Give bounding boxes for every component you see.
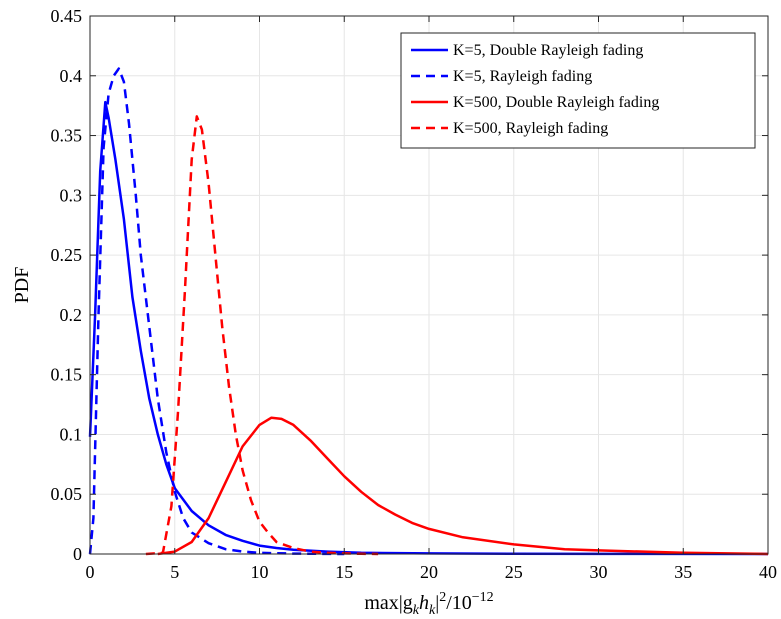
ticks — [89, 15, 769, 555]
x-tick-label: 0 — [86, 562, 95, 582]
series-line-1 — [88, 100, 769, 556]
legend-label: K=5, Rayleigh fading — [453, 68, 592, 85]
xlabel-main: max|g — [364, 592, 412, 614]
x-tick-label: 30 — [590, 562, 608, 582]
xlabel-tail: /10 — [446, 592, 472, 614]
y-tick-label: 0.15 — [51, 365, 83, 385]
x-tick-label: 15 — [335, 562, 353, 582]
legend: K=5, Double Rayleigh fading K=5, Rayleigh… — [400, 32, 756, 149]
xlabel-sub2: k — [429, 603, 436, 618]
y-tick-label: 0.05 — [51, 484, 83, 504]
x-tick-label: 10 — [251, 562, 269, 582]
legend-label: K=5, Double Rayleigh fading — [453, 42, 643, 59]
xlabel-sub1: k — [413, 603, 420, 618]
legend-label: K=500, Double Rayleigh fading — [453, 94, 659, 111]
x-tick-label: 5 — [170, 562, 179, 582]
y-tick-label: 0.3 — [60, 185, 83, 205]
series-line-2 — [88, 67, 345, 556]
series-line-4 — [145, 115, 379, 556]
xlabel-mid: h — [419, 592, 429, 614]
y-tick-label: 0.45 — [51, 6, 83, 26]
tick-labels: 0 5 10 15 20 25 30 35 40 0 0.05 0.1 0.15 0.2 0.25 0.3 0.… — [51, 6, 778, 582]
x-tick-label: 35 — [674, 562, 692, 582]
plot-lines — [88, 67, 769, 556]
series-line-3 — [157, 416, 769, 556]
x-axis-label: max|gkhk|2/10−12 — [364, 590, 493, 618]
y-tick-label: 0.35 — [51, 126, 83, 146]
xlabel-sup2: −12 — [472, 590, 494, 605]
x-tick-label: 40 — [759, 562, 777, 582]
legend-label: K=500, Rayleigh fading — [453, 120, 608, 137]
xlabel-sup1: 2 — [439, 590, 446, 605]
y-tick-label: 0.25 — [51, 245, 83, 265]
x-tick-label: 20 — [420, 562, 438, 582]
y-axis-label: PDF — [11, 267, 33, 304]
y-tick-label: 0.1 — [60, 424, 83, 444]
y-tick-label: 0 — [73, 544, 82, 564]
x-tick-label: 25 — [505, 562, 523, 582]
y-tick-label: 0.4 — [60, 66, 83, 86]
y-tick-label: 0.2 — [60, 305, 83, 325]
xlabel-bar: | — [435, 592, 439, 614]
legend-box — [400, 32, 756, 149]
